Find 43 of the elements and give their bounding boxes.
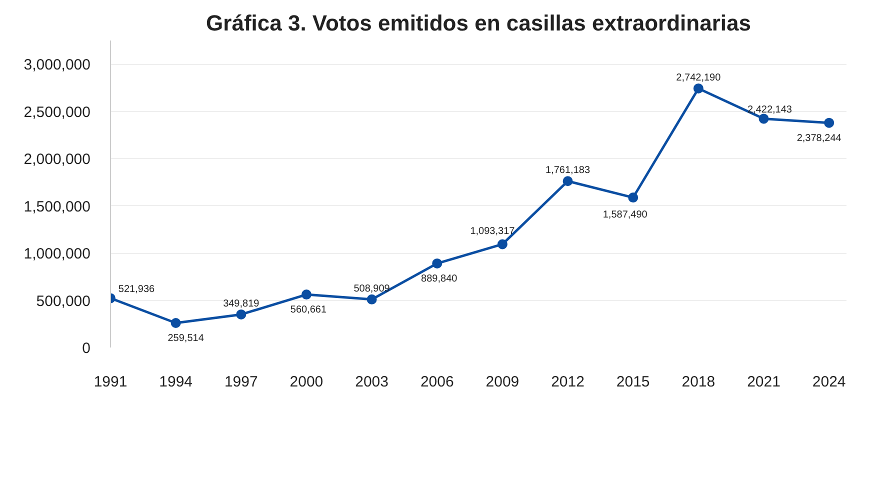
text: 2,378,244 [796,132,842,144]
x-tick-label: 2012 [551,374,584,390]
x-tick-label: 2015 [616,374,650,390]
point [236,309,246,320]
point [366,294,377,304]
x-tick-label: 2021 [747,374,780,390]
y-tick-label: 0 [82,340,90,357]
chart-title: Gráfica 3. Votos emitidos en casillas extraordinarias [206,10,751,36]
text: 2,742,190 [676,72,721,84]
x-tick-label: 2018 [682,374,716,390]
point [628,192,638,203]
y-tick-label: 1,500,000 [24,198,91,216]
point [758,114,769,124]
text: 1,093,317 [470,226,515,238]
text: 508,909 [354,283,390,294]
text: 259,514 [168,332,204,344]
x-tick-label: 2024 [812,374,846,390]
text: 349,819 [223,298,260,310]
point [170,318,181,328]
x-tick-label: 1994 [159,374,193,390]
point [562,176,573,186]
y-tick-label: 3,000,000 [24,56,91,74]
point [301,290,312,300]
point [497,239,508,250]
x-tick-label: 1991 [94,374,128,390]
x-tick-label: 2006 [420,374,454,390]
x-tick-label: 2009 [486,374,520,390]
x-tick-label: 2003 [355,374,388,390]
text: 1,761,183 [546,165,590,176]
text: 2,422,143 [748,104,792,116]
y-tick-label: 2,500,000 [24,104,91,121]
y-tick-label: 1,000,000 [24,246,91,263]
x-tick-label: 1997 [224,374,258,390]
text: 560,661 [290,304,327,316]
point [693,83,704,94]
text: 1,587,490 [602,210,648,221]
y-tick-label: 2,000,000 [24,151,91,168]
point [432,258,442,268]
text: 889,840 [421,273,458,284]
point [824,118,834,128]
text: 521,936 [118,284,155,296]
y-tick-label: 500,000 [36,292,91,310]
x-tick-label: 2000 [290,374,324,390]
